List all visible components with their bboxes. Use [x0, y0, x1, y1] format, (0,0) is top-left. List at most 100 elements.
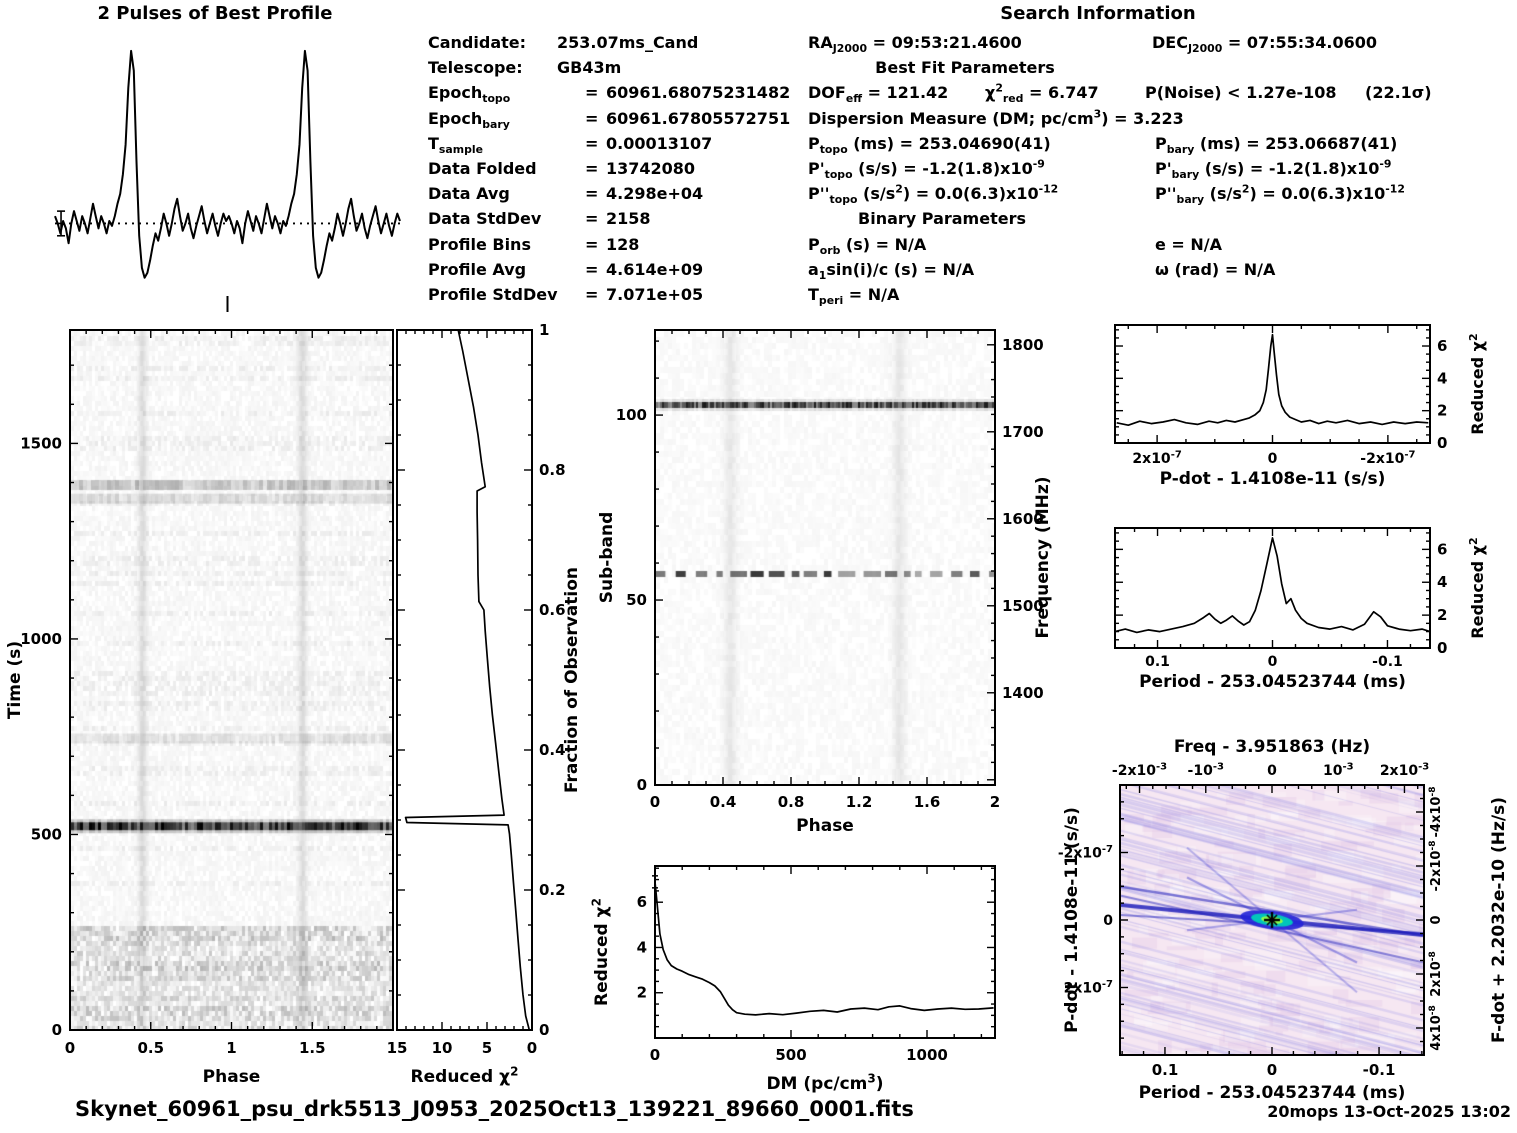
- info-label: Profile Avg: [428, 259, 527, 279]
- axis-label: P-dot - 1.4108e-11 (s/s): [1160, 469, 1386, 489]
- tick-label: 0: [637, 776, 647, 794]
- axis-box: [69, 329, 394, 1031]
- axis-box: [1114, 527, 1431, 649]
- data-curve: [1114, 537, 1431, 634]
- equals-sign: =: [585, 259, 599, 279]
- tick-label: 1800: [1002, 336, 1044, 354]
- info-value: 253.07ms_Cand: [557, 33, 699, 52]
- tick-label: 5: [482, 1039, 492, 1057]
- tick-label: 1500: [1002, 597, 1044, 615]
- tick-label: 0.2: [539, 881, 566, 899]
- tick-label: -2x10-7: [1360, 450, 1415, 467]
- tick-label: 0: [65, 1039, 75, 1057]
- tick-label: 1000: [20, 630, 62, 648]
- tick-label: -2x10-3: [1112, 762, 1167, 779]
- info-label: Data StdDev: [428, 209, 542, 229]
- candidate-info-row: Tsample = 0.00013107: [428, 134, 790, 159]
- info-label: Telescope:: [428, 58, 523, 78]
- axis-label: Reduced χ2: [1467, 333, 1487, 434]
- info-value: 2158: [606, 209, 651, 229]
- tick-label: 2: [1437, 606, 1447, 624]
- tick-label: 0: [1268, 654, 1278, 670]
- search-info-item: Dispersion Measure (DM; pc/cm3) = 3.223: [808, 107, 1184, 128]
- tick-label: 0: [1437, 434, 1447, 452]
- info-value: 7.071e+05: [606, 284, 704, 304]
- tick-label: 4x10-8: [1428, 1005, 1444, 1051]
- data-curve: [404, 329, 531, 1031]
- axis-label: P-dot - 1.4108e-11 (s/s): [1062, 807, 1082, 1033]
- search-info-item: P'topo (s/s) = -1.2(1.8)x10-9: [808, 157, 1045, 182]
- period-pdot-plane-heatmap: [1121, 786, 1423, 1054]
- tick-label: 0.1: [1145, 654, 1170, 670]
- section-heading: Binary Parameters: [858, 209, 1026, 229]
- search-info-item: Tperi = N/A: [808, 285, 900, 308]
- info-value: 60961.68075231482: [606, 83, 791, 103]
- tick-label: -4x10-8: [1428, 787, 1444, 838]
- tick-label: 2: [1437, 402, 1447, 420]
- data-curve: [654, 881, 994, 1016]
- info-label: Epochtopo: [428, 83, 511, 106]
- tick-label: 1: [539, 321, 549, 339]
- tick-label: 0: [539, 1021, 549, 1039]
- tick-label: 0.6: [539, 601, 566, 619]
- tick-label: 2: [990, 793, 1000, 811]
- candidate-info-row: Epochtopo = 60961.68075231482: [428, 83, 790, 108]
- tick-label: -2x10-7: [1058, 844, 1113, 861]
- timestamp-label: 20mops 13-Oct-2025 13:02: [1267, 1102, 1511, 1121]
- info-value: 0.00013107: [606, 133, 713, 153]
- tick-label: 0.4: [710, 793, 737, 811]
- tick-label: 10: [432, 1039, 453, 1057]
- info-value: 13742080: [606, 158, 696, 178]
- axis-label: Period - 253.04523744 (ms): [1139, 1083, 1406, 1103]
- search-info-item: Porb (s) = N/A: [808, 234, 927, 257]
- tick-label: 0: [1267, 1061, 1277, 1079]
- axis-label: Reduced χ2: [590, 898, 613, 1006]
- search-info-item: Ptopo (ms) = 253.04690(41): [808, 133, 1051, 156]
- data-curve: [1116, 333, 1429, 427]
- axis-label: Period - 253.04523744 (ms): [1139, 672, 1406, 692]
- tick-label: 0: [1437, 639, 1447, 657]
- tick-label: 2x10-3: [1380, 762, 1429, 779]
- info-label: Tsample: [428, 133, 483, 156]
- tick-label: 6: [1437, 540, 1447, 558]
- equals-sign: =: [585, 234, 599, 254]
- candidate-info-row: Profile Avg = 4.614e+09: [428, 260, 790, 285]
- search-info-item: a1sin(i)/c (s) = N/A: [808, 259, 975, 282]
- axis-label: Phase: [203, 1067, 261, 1087]
- candidate-info-row: Profile Bins = 128: [428, 235, 790, 260]
- info-value: 4.614e+09: [606, 259, 704, 279]
- search-info-item: (22.1σ): [1365, 83, 1432, 103]
- tick-label: 500: [31, 825, 62, 843]
- search-info-title: Search Information: [1000, 3, 1196, 24]
- tick-label: -10-3: [1188, 762, 1224, 779]
- tick-label: 500: [775, 1046, 806, 1064]
- tick-label: 0: [1103, 913, 1113, 929]
- axis-label: Reduced χ2: [411, 1065, 519, 1088]
- equals-sign: =: [585, 184, 599, 204]
- axis-box: [654, 329, 996, 786]
- tick-label: 6: [637, 893, 647, 911]
- info-label: Candidate:: [428, 33, 527, 52]
- tick-label: 2x10-7: [1132, 450, 1181, 467]
- tick-label: 6: [1437, 337, 1447, 355]
- info-label: Profile Bins: [428, 234, 531, 254]
- tick-label: -0.1: [1372, 654, 1403, 670]
- tick-label: 0: [52, 1021, 62, 1039]
- axis-box: [1119, 784, 1425, 1056]
- plane-title: Freq - 3.951863 (Hz): [1174, 737, 1370, 757]
- info-value: 128: [606, 234, 640, 254]
- tick-label: 1000: [906, 1046, 948, 1064]
- info-label: Data Folded: [428, 158, 537, 178]
- subband-phase-heatmap: [656, 331, 994, 784]
- info-label: Profile StdDev: [428, 284, 558, 304]
- search-info-item: DOFeff = 121.42: [808, 83, 949, 106]
- filename-label: Skynet_60961_psu_drk5513_J0953_2025Oct13…: [75, 1097, 914, 1121]
- tick-label: 2x10-8: [1428, 951, 1444, 997]
- tick-label: 0: [1267, 763, 1277, 779]
- search-info-item: χ2red = 6.747: [985, 82, 1099, 106]
- tick-label: 1.2: [846, 793, 873, 811]
- axis-label: Sub-band: [597, 512, 617, 603]
- tick-label: 0.8: [539, 461, 566, 479]
- equals-sign: =: [585, 83, 599, 103]
